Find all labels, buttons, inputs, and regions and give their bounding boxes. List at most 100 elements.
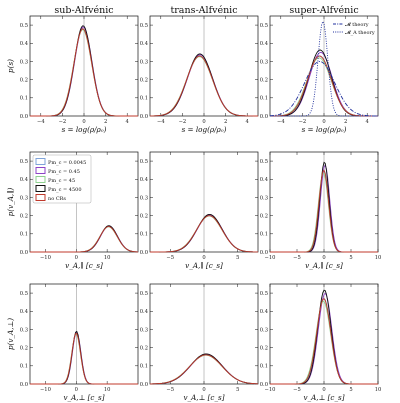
- x-axis-label: v_A,∥ [c_s]: [65, 261, 103, 270]
- y-tick-label: 0.2: [140, 213, 148, 219]
- y-tick-label: 0.0: [260, 382, 268, 388]
- x-tick-label: 10: [104, 255, 111, 261]
- y-tick-label: 0.4: [20, 177, 29, 183]
- x-tick-label: 0: [82, 119, 85, 125]
- x-tick-label: 4: [246, 119, 250, 125]
- y-tick-label: 0.2: [260, 77, 268, 83]
- y-tick-label: 0.5: [20, 159, 28, 165]
- y-tick-label: 0.1: [260, 232, 268, 238]
- x-axis-label: s = log(ρ/ρ₀): [302, 125, 347, 134]
- x-tick-label: 4: [366, 119, 370, 125]
- x-tick-label: 2: [104, 119, 107, 125]
- x-tick-label: 2: [344, 119, 347, 125]
- legend-swatch-1: [35, 167, 46, 174]
- panel-title: trans-Alfvénic: [170, 5, 237, 16]
- x-axis-label: s = log(ρ/ρ₀): [62, 125, 107, 134]
- y-tick-label: 0.0: [260, 114, 268, 120]
- y-tick-label: 0.1: [260, 364, 268, 370]
- y-tick-label: 0.4: [260, 41, 269, 47]
- series-line-4: [149, 55, 258, 117]
- legend-label-1: Pm_c = 0.45: [48, 169, 80, 175]
- theory-legend-label-0: 𝓜 theory: [345, 22, 369, 28]
- y-axis-label: p(s): [6, 59, 15, 73]
- y-tick-label: 0.1: [20, 364, 28, 370]
- y-tick-label: 0.1: [20, 96, 28, 102]
- x-tick-label: −2: [59, 119, 67, 125]
- series-line-1: [30, 331, 138, 385]
- panel-0-2: 0.0 0.1 0.2 0.3 0.4 0.5 −4 −2 0 2 4 super-Alfvénic s…: [260, 5, 379, 134]
- series-line-4: [150, 215, 259, 253]
- panel-1-0: 0.0 0.1 0.2 0.3 0.4 0.5 −10 0 10v_A,∥ [c_s] p(v_A…: [6, 151, 139, 270]
- x-tick-label: 4: [126, 119, 130, 125]
- panel-0-1: 0.0 0.1 0.2 0.3 0.4 0.5 −4 −2 0 2 4 trans-Alfvénic s…: [140, 5, 259, 134]
- y-tick-label: 0.2: [20, 345, 28, 351]
- legend-swatch-4: [35, 194, 46, 201]
- y-tick-label: 0.3: [260, 327, 268, 333]
- x-tick-label: −2: [299, 119, 307, 125]
- y-tick-label: 0.1: [140, 364, 148, 370]
- legend-label-0: Pm_c = 0.0045: [48, 160, 86, 166]
- y-tick-label: 0.5: [260, 159, 268, 165]
- legend-swatch-3: [35, 185, 46, 192]
- x-tick-label: 0: [322, 119, 325, 125]
- y-tick-label: 0.3: [20, 59, 28, 65]
- axes-frame: [29, 283, 139, 385]
- y-tick-label: 0.0: [20, 114, 28, 120]
- y-tick-label: 0.5: [140, 23, 148, 29]
- y-tick-label: 0.3: [260, 195, 268, 201]
- y-tick-label: 0.4: [140, 309, 149, 315]
- x-tick-label: 5: [236, 255, 239, 261]
- x-tick-label: 2: [224, 119, 227, 125]
- panel-1-1: 0.0 0.1 0.2 0.3 0.4 0.5 −5 0 5 v_A,∥ [c_s]: [140, 151, 259, 270]
- x-tick-label: 0: [202, 255, 205, 261]
- theory-legend-label-1: 𝓜_A theory: [345, 30, 375, 36]
- y-tick-label: 0.4: [20, 41, 29, 47]
- y-tick-label: 0.5: [140, 159, 148, 165]
- x-tick-label: 0: [75, 387, 78, 393]
- x-tick-label: −4: [277, 119, 285, 125]
- panel-title: super-Alfvénic: [289, 5, 358, 16]
- y-tick-label: 0.4: [140, 41, 149, 47]
- series-line-0: [30, 226, 139, 253]
- x-tick-label: 5: [349, 387, 352, 393]
- x-tick-label: 5: [349, 255, 352, 261]
- y-tick-label: 0.2: [260, 213, 268, 219]
- x-axis-label: v_A,∥ [c_s]: [185, 261, 223, 270]
- y-tick-label: 0.2: [260, 345, 268, 351]
- legend-swatch-0: [35, 158, 46, 165]
- panel-2-2: 0.0 0.1 0.2 0.3 0.4 0.5 −10 −5 0 5 10 v_A,⊥ [c_s]: [260, 283, 381, 402]
- x-tick-label: 10: [375, 255, 382, 261]
- x-axis-label: v_A,⊥ [c_s]: [183, 393, 224, 402]
- panel-2-0: 0.0 0.1 0.2 0.3 0.4 0.5 −10 0 10v_A,⊥ [c_s] p(v_A…: [6, 283, 139, 402]
- x-tick-label: 0: [75, 255, 78, 261]
- theory-line-dotted: [270, 20, 378, 117]
- x-tick-label: 0: [202, 119, 205, 125]
- y-tick-label: 0.3: [140, 59, 148, 65]
- panel-title: sub-Alfvénic: [54, 5, 113, 16]
- x-tick-label: 0: [202, 387, 205, 393]
- y-tick-label: 0.2: [20, 213, 28, 219]
- y-tick-label: 0.3: [140, 195, 148, 201]
- series-line-3: [30, 330, 138, 385]
- legend-swatch-2: [35, 176, 46, 183]
- y-tick-label: 0.4: [20, 309, 29, 315]
- y-tick-label: 0.1: [140, 96, 148, 102]
- y-axis-label: p(v_A,⊥): [6, 318, 15, 350]
- y-axis-label: p(v_A,∥): [6, 187, 15, 216]
- x-tick-label: 0: [322, 255, 325, 261]
- series-line-3: [30, 225, 139, 253]
- y-tick-label: 0.3: [20, 327, 28, 333]
- x-tick-label: −10: [265, 387, 276, 393]
- x-tick-label: −5: [166, 255, 174, 261]
- series-line-2: [30, 333, 138, 385]
- panel-0-0: 0.0 0.1 0.2 0.3 0.4 0.5 −4 −2 0 2 4 sub-Alfvénic s =…: [6, 5, 139, 134]
- y-tick-label: 0.3: [20, 195, 28, 201]
- x-tick-label: −10: [265, 255, 276, 261]
- y-tick-label: 0.5: [20, 291, 28, 297]
- series-line-4: [30, 28, 138, 117]
- legend-theory: 𝓜 theory 𝓜_A theory: [333, 22, 375, 36]
- legend-runs: Pm_c = 0.0045 Pm_c = 0.45 Pm_c = 45 Pm_c = …: [32, 154, 92, 204]
- x-tick-label: −5: [293, 387, 301, 393]
- y-tick-label: 0.4: [260, 177, 269, 183]
